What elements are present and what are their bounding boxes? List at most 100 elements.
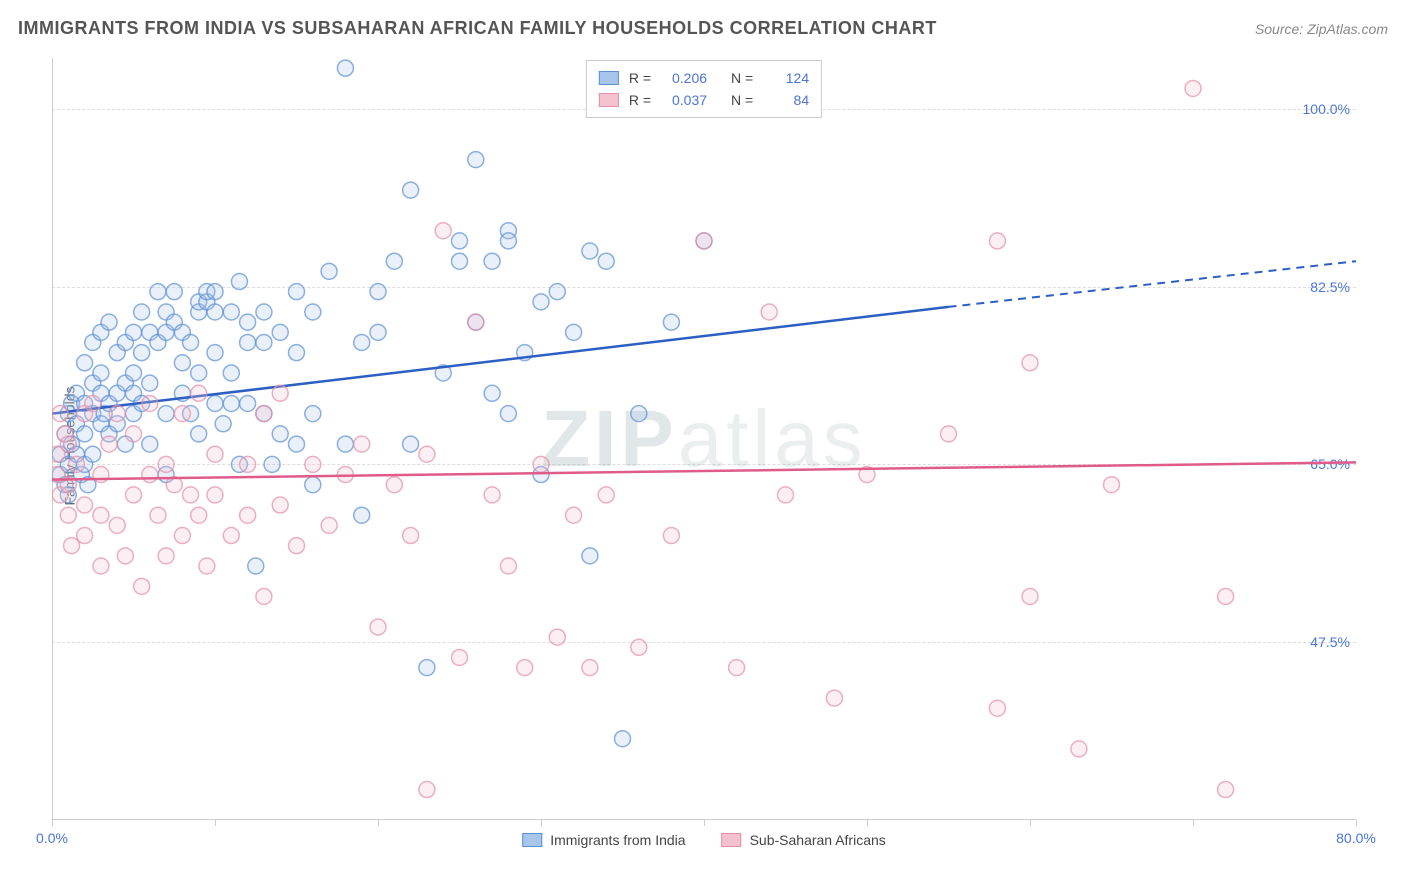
data-point bbox=[240, 314, 256, 330]
data-point bbox=[256, 406, 272, 422]
data-point bbox=[305, 406, 321, 422]
data-point bbox=[93, 365, 109, 381]
legend-top: R = 0.206 N = 124 R = 0.037 N = 84 bbox=[586, 60, 822, 118]
legend-swatch-0 bbox=[599, 71, 619, 85]
data-point bbox=[403, 436, 419, 452]
xtick-label: 0.0% bbox=[36, 830, 68, 846]
data-point bbox=[419, 660, 435, 676]
data-point bbox=[419, 782, 435, 798]
data-point bbox=[354, 334, 370, 350]
data-point bbox=[1022, 588, 1038, 604]
data-point bbox=[696, 233, 712, 249]
data-point bbox=[77, 528, 93, 544]
data-point bbox=[533, 294, 549, 310]
data-point bbox=[289, 345, 305, 361]
data-point bbox=[150, 507, 166, 523]
data-point bbox=[615, 731, 631, 747]
data-point bbox=[631, 406, 647, 422]
data-point bbox=[337, 436, 353, 452]
data-point bbox=[60, 436, 76, 452]
xtick bbox=[378, 820, 379, 826]
data-point bbox=[223, 304, 239, 320]
data-point bbox=[191, 426, 207, 442]
data-point bbox=[207, 446, 223, 462]
data-point bbox=[158, 548, 174, 564]
data-point bbox=[337, 60, 353, 76]
data-point bbox=[582, 660, 598, 676]
xtick-label: 80.0% bbox=[1336, 830, 1376, 846]
data-point bbox=[468, 314, 484, 330]
n-value-0: 124 bbox=[763, 67, 809, 89]
data-point bbox=[941, 426, 957, 442]
data-point bbox=[778, 487, 794, 503]
chart-title: IMMIGRANTS FROM INDIA VS SUBSAHARAN AFRI… bbox=[18, 18, 937, 39]
source-label: Source: ZipAtlas.com bbox=[1255, 21, 1388, 37]
legend-swatch-1 bbox=[599, 93, 619, 107]
data-point bbox=[289, 436, 305, 452]
data-point bbox=[77, 355, 93, 371]
data-point bbox=[85, 395, 101, 411]
data-point bbox=[134, 304, 150, 320]
data-point bbox=[52, 406, 68, 422]
data-point bbox=[452, 649, 468, 665]
data-point bbox=[60, 507, 76, 523]
data-point bbox=[256, 304, 272, 320]
data-point bbox=[1185, 80, 1201, 96]
data-point bbox=[174, 355, 190, 371]
data-point bbox=[370, 284, 386, 300]
xtick bbox=[541, 820, 542, 826]
data-point bbox=[500, 558, 516, 574]
data-point bbox=[207, 395, 223, 411]
data-point bbox=[289, 284, 305, 300]
data-point bbox=[386, 477, 402, 493]
data-point bbox=[321, 263, 337, 279]
data-point bbox=[663, 314, 679, 330]
legend-top-row-0: R = 0.206 N = 124 bbox=[599, 67, 809, 89]
data-point bbox=[354, 507, 370, 523]
data-point bbox=[761, 304, 777, 320]
data-point bbox=[354, 436, 370, 452]
xtick bbox=[52, 820, 53, 826]
data-point bbox=[566, 507, 582, 523]
data-point bbox=[582, 243, 598, 259]
data-point bbox=[207, 284, 223, 300]
data-point bbox=[174, 406, 190, 422]
data-point bbox=[305, 477, 321, 493]
data-point bbox=[166, 284, 182, 300]
data-point bbox=[207, 487, 223, 503]
data-point bbox=[1218, 588, 1234, 604]
data-point bbox=[598, 487, 614, 503]
data-point bbox=[183, 487, 199, 503]
legend-bottom: Immigrants from India Sub-Saharan Africa… bbox=[522, 832, 886, 848]
data-point bbox=[101, 436, 117, 452]
data-point bbox=[126, 426, 142, 442]
data-point bbox=[500, 406, 516, 422]
data-point bbox=[289, 538, 305, 554]
data-point bbox=[468, 152, 484, 168]
data-point bbox=[134, 578, 150, 594]
data-point bbox=[305, 456, 321, 472]
data-point bbox=[223, 395, 239, 411]
data-point bbox=[183, 334, 199, 350]
data-point bbox=[256, 334, 272, 350]
n-label-1: N = bbox=[731, 89, 753, 111]
data-point bbox=[403, 182, 419, 198]
data-point bbox=[370, 619, 386, 635]
data-point bbox=[101, 314, 117, 330]
data-point bbox=[582, 548, 598, 564]
data-point bbox=[419, 446, 435, 462]
data-point bbox=[826, 690, 842, 706]
data-point bbox=[93, 507, 109, 523]
data-point bbox=[484, 385, 500, 401]
data-point bbox=[126, 324, 142, 340]
data-point bbox=[517, 660, 533, 676]
data-point bbox=[109, 406, 125, 422]
r-value-0: 0.206 bbox=[661, 67, 707, 89]
data-point bbox=[158, 406, 174, 422]
xtick bbox=[1193, 820, 1194, 826]
data-point bbox=[77, 426, 93, 442]
xtick bbox=[215, 820, 216, 826]
r-label-1: R = bbox=[629, 89, 651, 111]
legend-bottom-swatch-0 bbox=[522, 833, 542, 847]
data-point bbox=[663, 528, 679, 544]
